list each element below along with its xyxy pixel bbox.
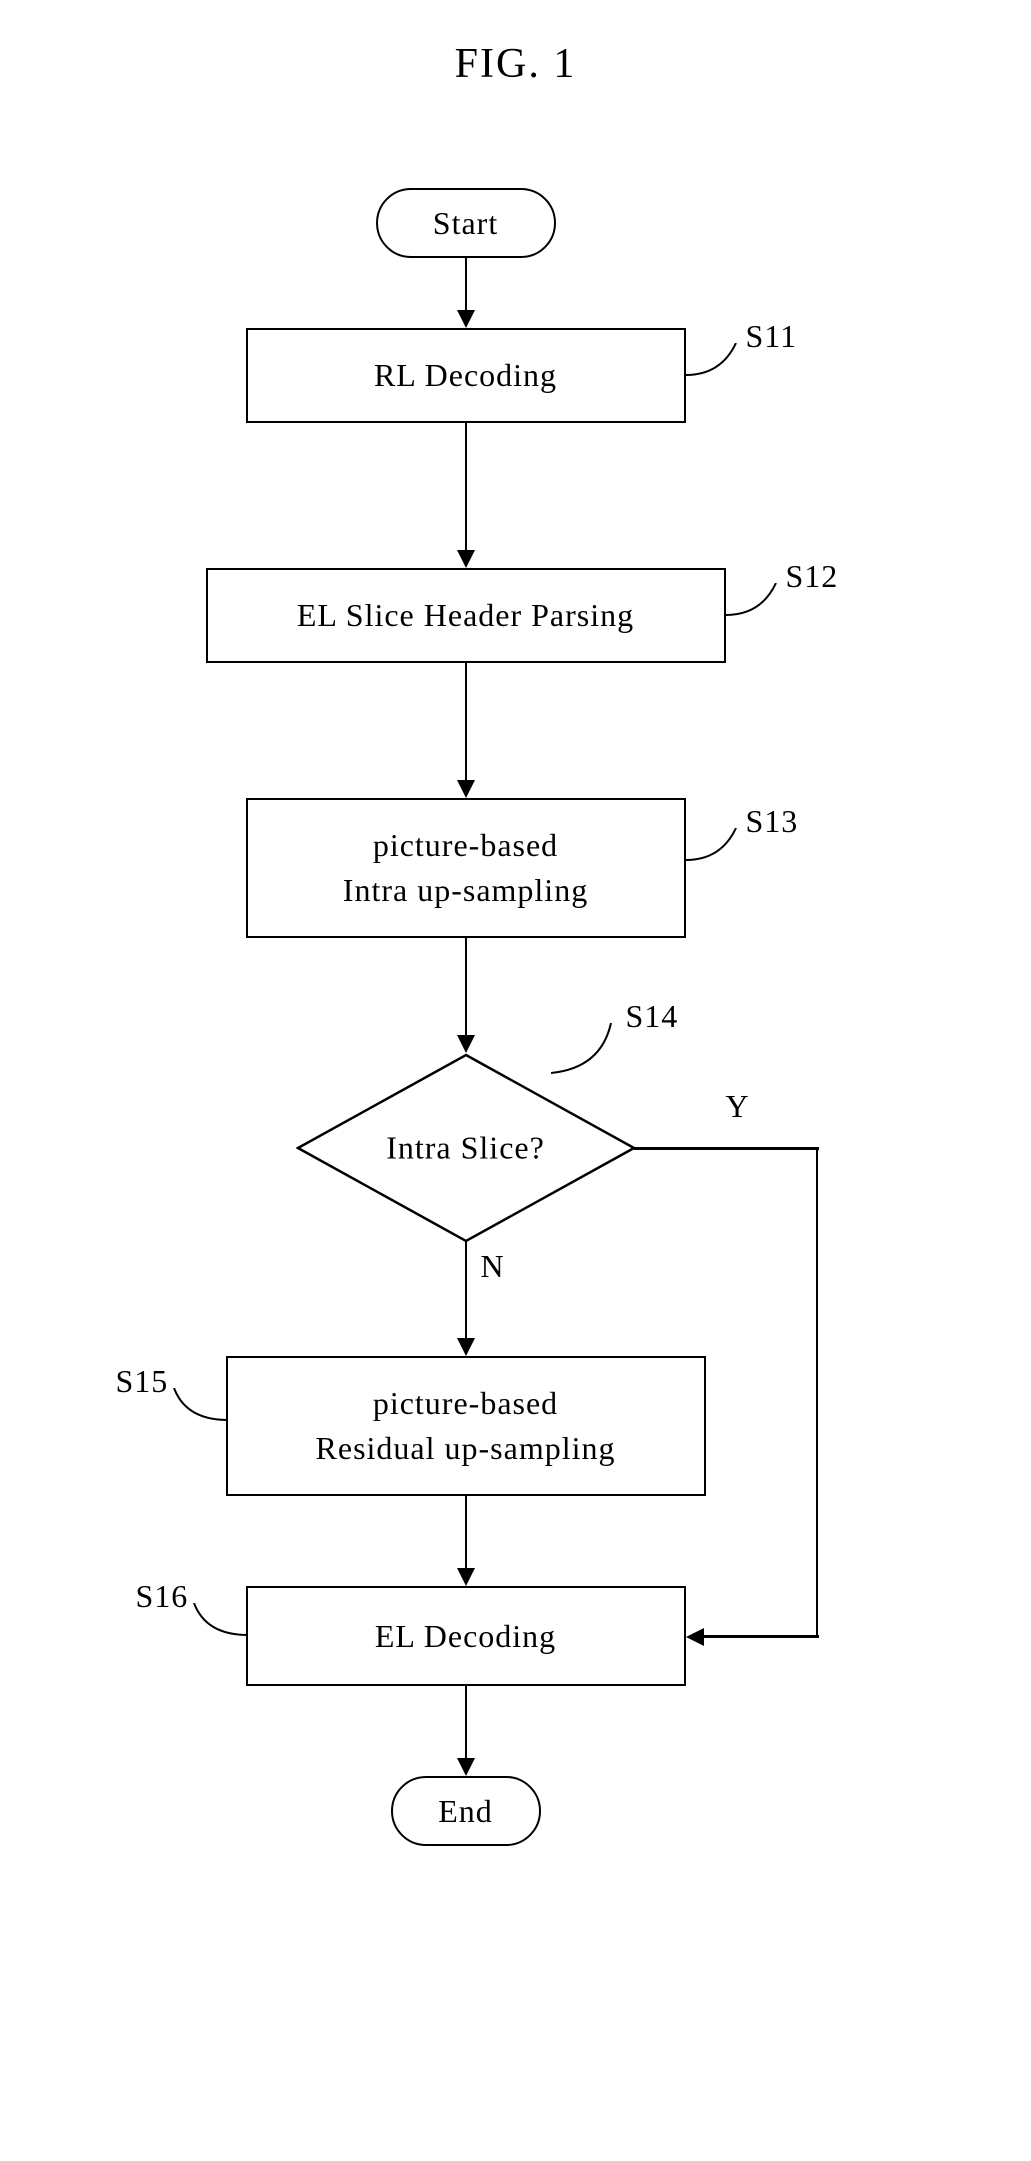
s15-label: picture-based Residual up-sampling — [316, 1381, 616, 1471]
s13-tag: S13 — [746, 803, 799, 840]
s16-tag: S16 — [136, 1578, 189, 1615]
s16-label: EL Decoding — [375, 1614, 556, 1659]
arrowhead — [457, 780, 475, 798]
yes-label: Y — [726, 1088, 750, 1125]
flowchart: Start RL Decoding S11 EL Slice Header Pa… — [66, 188, 966, 1988]
end-node: End — [391, 1776, 541, 1846]
start-node: Start — [376, 188, 556, 258]
s15-box: picture-based Residual up-sampling — [226, 1356, 706, 1496]
no-label: N — [481, 1248, 505, 1285]
arrowhead — [457, 1338, 475, 1356]
end-label: End — [438, 1793, 493, 1830]
arrow — [465, 258, 468, 313]
s15-tag: S15 — [116, 1363, 169, 1400]
s16-box: EL Decoding — [246, 1586, 686, 1686]
s12-label: EL Slice Header Parsing — [297, 593, 634, 638]
arrowhead — [686, 1628, 704, 1646]
s13-label: picture-based Intra up-sampling — [343, 823, 588, 913]
s11-label: RL Decoding — [374, 353, 557, 398]
s12-box: EL Slice Header Parsing — [206, 568, 726, 663]
figure-title: FIG. 1 — [66, 40, 966, 88]
s14-label: Intra Slice? — [386, 1130, 545, 1167]
arrow — [465, 938, 468, 1038]
arrowhead — [457, 1758, 475, 1776]
arrowhead — [457, 550, 475, 568]
arrowhead — [457, 1568, 475, 1586]
s14-tag: S14 — [626, 998, 679, 1035]
arrow — [465, 663, 468, 783]
arrowhead — [457, 310, 475, 328]
arrow — [634, 1147, 819, 1150]
arrow — [816, 1147, 819, 1637]
arrow — [465, 1241, 468, 1341]
s11-box: RL Decoding — [246, 328, 686, 423]
arrowhead — [457, 1035, 475, 1053]
arrow — [704, 1635, 819, 1638]
arrow — [465, 1686, 468, 1761]
arrow — [465, 1496, 468, 1571]
s11-tag: S11 — [746, 318, 798, 355]
arrow — [465, 423, 468, 553]
s13-box: picture-based Intra up-sampling — [246, 798, 686, 938]
s12-tag: S12 — [786, 558, 839, 595]
start-label: Start — [433, 205, 498, 242]
